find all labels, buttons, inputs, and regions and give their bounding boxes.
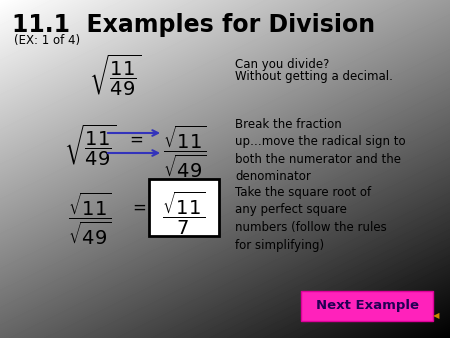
FancyBboxPatch shape (301, 291, 433, 321)
Text: Next Example: Next Example (315, 299, 418, 313)
Text: 11.1  Examples for Division: 11.1 Examples for Division (12, 13, 375, 37)
Text: Take the square root of
any perfect square
numbers (follow the rules
for simplif: Take the square root of any perfect squa… (235, 186, 387, 251)
Text: $\dfrac{\sqrt{11}}{7}$: $\dfrac{\sqrt{11}}{7}$ (162, 190, 206, 237)
Text: Without getting a decimal.: Without getting a decimal. (235, 70, 393, 83)
Text: $=$: $=$ (129, 198, 147, 216)
Text: $=$: $=$ (126, 130, 144, 148)
Text: $\dfrac{\sqrt{11}}{\sqrt{49}}$: $\dfrac{\sqrt{11}}{\sqrt{49}}$ (68, 190, 112, 246)
Text: (EX: 1 of 4): (EX: 1 of 4) (14, 34, 80, 47)
FancyBboxPatch shape (149, 179, 219, 236)
Text: Can you divide?: Can you divide? (235, 58, 329, 71)
Text: $\sqrt{\dfrac{11}{49}}$: $\sqrt{\dfrac{11}{49}}$ (64, 123, 116, 168)
Text: Break the fraction
up…move the radical sign to
both the numerator and the
denomi: Break the fraction up…move the radical s… (235, 118, 405, 184)
Text: $\sqrt{\dfrac{11}{49}}$: $\sqrt{\dfrac{11}{49}}$ (89, 53, 141, 98)
Text: $\dfrac{\sqrt{11}}{\sqrt{49}}$: $\dfrac{\sqrt{11}}{\sqrt{49}}$ (163, 123, 207, 179)
Text: ◀: ◀ (433, 311, 439, 320)
